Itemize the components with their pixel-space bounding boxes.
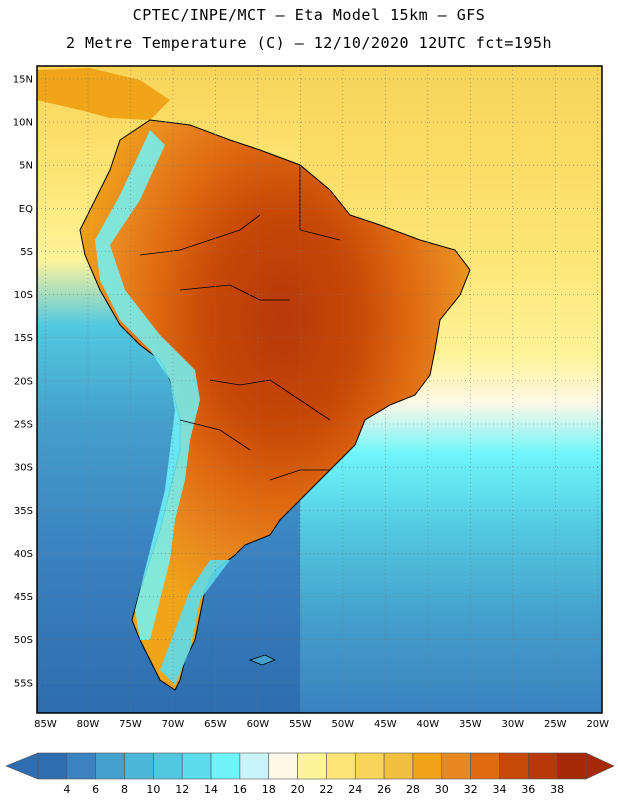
lon-label: 35W <box>459 719 482 730</box>
colorbar-swatch <box>37 752 68 780</box>
lat-label: 10N <box>13 118 33 129</box>
colorbar-level-label: 38 <box>550 783 564 796</box>
chart-title-line1: CPTEC/INPE/MCT – Eta Model 15km – GFS <box>132 6 486 24</box>
colorbar: 4 6 8 10 12 14 16 18 20 22 24 26 28 30 32 34 36 38 <box>5 752 615 796</box>
colorbar-level-label: 6 <box>92 783 99 796</box>
colorbar-swatch <box>441 752 471 780</box>
colorbar-level-label: 18 <box>262 783 276 796</box>
lon-label: 55W <box>289 719 312 730</box>
lon-label: 25W <box>544 719 567 730</box>
lat-label: 30S <box>14 463 33 474</box>
lon-label: 30W <box>501 719 524 730</box>
colorbar-swatch <box>297 752 327 780</box>
colorbar-level-label: 32 <box>464 783 478 796</box>
lon-label: 45W <box>374 719 397 730</box>
central-america-land <box>37 68 170 120</box>
colorbar-level-label: 8 <box>121 783 128 796</box>
lat-label: 50S <box>14 635 33 646</box>
colorbar-level-label: 22 <box>319 783 333 796</box>
lat-label: 45S <box>14 592 33 603</box>
colorbar-swatch <box>239 752 270 780</box>
colorbar-swatch <box>210 752 241 780</box>
falkland-islands <box>248 654 276 666</box>
colorbar-swatch <box>181 752 212 780</box>
lon-label: 80W <box>77 719 100 730</box>
lat-label: EQ <box>19 204 33 215</box>
colorbar-arrow-right <box>585 752 615 780</box>
lon-label: 20W <box>586 719 609 730</box>
colorbar-swatch <box>124 752 154 780</box>
lat-label: 5S <box>20 247 33 258</box>
lon-label: 60W <box>247 719 270 730</box>
colorbar-level-label: 34 <box>492 783 506 796</box>
lat-label: 55S <box>14 678 33 689</box>
map-field <box>37 66 602 713</box>
chart-title-line2: 2 Metre Temperature (C) – 12/10/2020 12U… <box>65 34 553 52</box>
colorbar-level-label: 20 <box>291 783 305 796</box>
colorbar-level-label: 30 <box>435 783 449 796</box>
lat-label: 15N <box>13 74 33 85</box>
colorbar-level-label: 16 <box>233 783 247 796</box>
colorbar-swatch <box>556 752 587 780</box>
lon-label: 75W <box>119 719 142 730</box>
lon-label: 85W <box>34 719 57 730</box>
colorbar-swatch <box>153 752 183 780</box>
colorbar-swatch <box>470 752 500 780</box>
lon-label: 40W <box>417 719 440 730</box>
lat-label: 10S <box>14 290 33 301</box>
colorbar-swatch <box>499 752 529 780</box>
colorbar-swatch <box>412 752 443 780</box>
lat-label: 15S <box>14 333 33 344</box>
lat-label: 40S <box>14 549 33 560</box>
longitude-labels: 85W 80W 75W 70W 65W 60W 55W 50W 45W 40W 35W 30W 25W 2… <box>34 719 609 730</box>
patagonia-cold-region <box>160 560 230 685</box>
lat-label: 20S <box>14 376 33 387</box>
lat-label: 35S <box>14 506 33 517</box>
colorbar-level-label: 14 <box>204 783 218 796</box>
andes-cold-region <box>95 130 200 640</box>
colorbar-level-label: 28 <box>406 783 420 796</box>
colorbar-level-label: 10 <box>146 783 160 796</box>
colorbar-swatch <box>95 752 125 780</box>
lon-label: 50W <box>332 719 355 730</box>
lat-label: 25S <box>14 420 33 431</box>
colorbar-swatch <box>268 752 298 780</box>
lon-label: 70W <box>162 719 185 730</box>
temperature-map: 15N 10N 5N EQ 5S 10S 15S 20S 25S 30S 35S 40S 45S 50S 5… <box>13 65 609 730</box>
colorbar-swatch <box>66 752 96 780</box>
colorbar-level-label: 24 <box>348 783 362 796</box>
latitude-labels: 15N 10N 5N EQ 5S 10S 15S 20S 25S 30S 35S 40S 45S 50S 5… <box>13 74 33 689</box>
colorbar-swatch <box>354 752 385 780</box>
colorbar-arrow-left <box>5 752 39 780</box>
lat-label: 5N <box>19 161 33 172</box>
colorbar-level-label: 36 <box>521 783 535 796</box>
map-frame <box>36 65 603 714</box>
colorbar-swatch <box>383 752 414 780</box>
colorbar-swatch <box>528 752 558 780</box>
colorbar-level-label: 12 <box>175 783 189 796</box>
lon-label: 65W <box>204 719 227 730</box>
colorbar-level-label: 4 <box>63 783 70 796</box>
country-borders <box>139 165 341 481</box>
colorbar-swatch <box>326 752 356 780</box>
colorbar-level-label: 26 <box>377 783 391 796</box>
